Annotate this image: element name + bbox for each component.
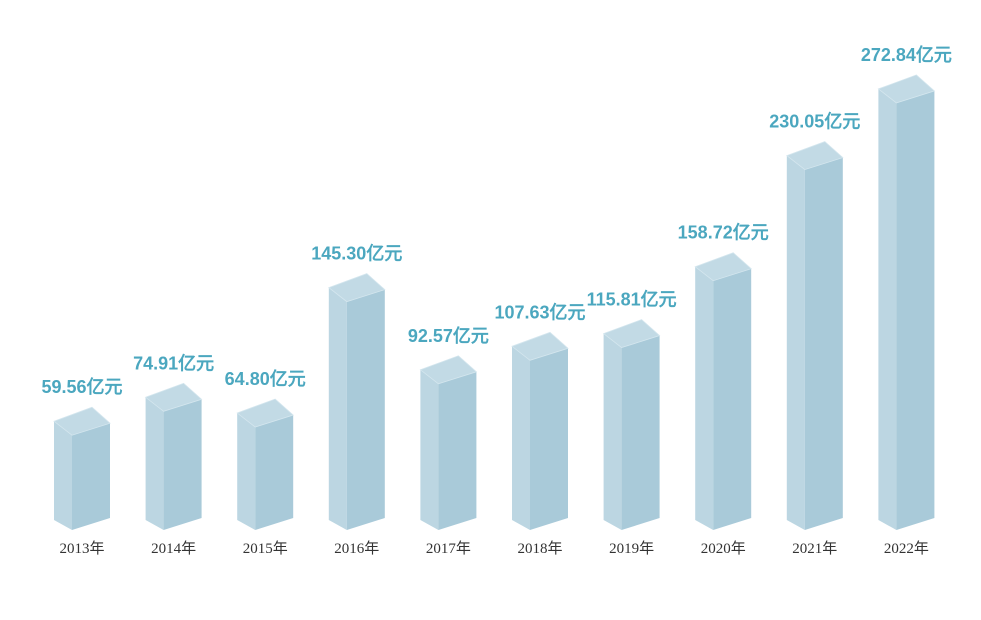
value-label: 272.84亿元 <box>861 44 952 65</box>
bar-top-face <box>236 398 294 428</box>
bar-side-face <box>878 88 897 530</box>
bar-front-face <box>896 90 935 530</box>
value-label: 74.91亿元 <box>133 352 214 373</box>
bar-side-face <box>237 413 256 530</box>
year-label: 2021年 <box>792 540 837 557</box>
year-label: 2022年 <box>884 540 929 557</box>
value-label: 115.81亿元 <box>587 289 677 310</box>
year-label: 2018年 <box>517 540 562 557</box>
bar-side-face <box>695 266 714 530</box>
bar-front-face <box>713 268 752 530</box>
bar-top-face <box>419 355 478 385</box>
bar-top-face <box>877 74 936 104</box>
bar-front-face <box>346 289 385 530</box>
bar-front-face <box>72 423 110 530</box>
bar-side-face <box>54 421 72 530</box>
bar-top-face <box>327 273 386 303</box>
bar-side-face <box>145 397 164 530</box>
value-label: 145.30亿元 <box>311 243 402 264</box>
bar-top-face <box>53 406 111 436</box>
year-label: 2020年 <box>701 540 746 557</box>
bar-top-face <box>511 331 569 361</box>
bar-front-face <box>163 399 202 530</box>
bar-side-face <box>512 346 530 530</box>
value-label: 230.05亿元 <box>769 111 860 132</box>
bar-side-face <box>786 155 805 531</box>
bar-front-face <box>621 335 660 530</box>
year-label: 2019年 <box>609 540 654 557</box>
bar-front-face <box>255 415 294 530</box>
year-label: 2013年 <box>59 540 104 557</box>
value-label: 107.63亿元 <box>494 301 585 322</box>
bar-front-face <box>530 348 568 530</box>
value-label: 158.72亿元 <box>678 222 769 243</box>
bar-side-face <box>328 287 347 530</box>
value-label: 64.80亿元 <box>225 368 306 389</box>
bar-front-face <box>438 371 477 530</box>
bar-top-face <box>694 252 752 282</box>
bar-side-face <box>603 333 622 530</box>
bar-front-face <box>804 157 843 531</box>
bar-side-face <box>420 369 439 530</box>
year-label: 2014年 <box>151 540 196 557</box>
bar-top-face <box>144 382 203 412</box>
year-label: 2017年 <box>426 540 471 557</box>
value-label: 92.57亿元 <box>408 325 489 346</box>
year-label: 2015年 <box>243 540 288 557</box>
bar-top-face <box>785 141 844 171</box>
year-label: 2016年 <box>334 540 379 557</box>
bar-top-face <box>602 319 661 349</box>
value-label: 59.56亿元 <box>41 376 122 397</box>
